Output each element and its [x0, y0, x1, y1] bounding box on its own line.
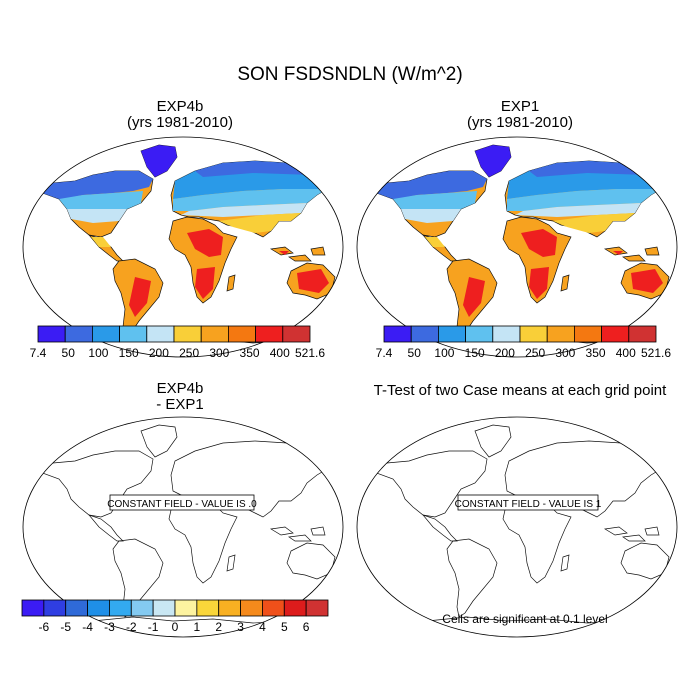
hot-zones	[129, 229, 329, 317]
colorbar-box	[65, 599, 88, 617]
colorbar-tick-label: -5	[60, 620, 71, 634]
colorbar-tick-label: 350	[240, 346, 260, 360]
colorbar-tick-label: 521.6	[641, 346, 671, 360]
colorbar-tick-label: 521.6	[295, 346, 325, 360]
hot-zones	[463, 229, 663, 317]
map-border	[356, 416, 678, 638]
colorbar-tick-label: -2	[126, 620, 137, 634]
panel-1-name: EXP4b	[156, 98, 204, 115]
colorbar-tick-label: -6	[39, 620, 50, 634]
colorbar-tick-label: 250	[179, 346, 199, 360]
colorbar-tick-label: 50	[62, 346, 76, 360]
map-border	[22, 136, 344, 358]
colorbar-box	[262, 599, 285, 617]
colorbar-tick-label: 400	[270, 346, 290, 360]
message-box	[109, 494, 255, 511]
colorbar-tick-label: 350	[586, 346, 606, 360]
map-border	[356, 136, 678, 358]
constant-field-message: CONSTANT FIELD - VALUE IS .0	[107, 499, 257, 510]
colorbar-box	[305, 599, 329, 617]
panel-2-subtitle: (yrs 1981-2010)	[467, 114, 573, 131]
colorbar-tick-label: 100	[434, 346, 454, 360]
colorbar-tick-label: 4	[259, 620, 266, 634]
colorbar-tick-label: 7.4	[376, 346, 393, 360]
colorbar-tick-label: 0	[172, 620, 179, 634]
cold-band	[371, 145, 663, 247]
colorbar-tick-label: 7.4	[30, 346, 47, 360]
panel-2-title: EXP1 (yrs 1981-2010)	[370, 99, 670, 131]
colorbar-box	[87, 599, 110, 617]
colorbar-box	[196, 599, 220, 617]
map-border	[22, 416, 344, 638]
colorbar-tick-label: -1	[148, 620, 159, 634]
colorbar-tick-label: 200	[149, 346, 169, 360]
panel-1-subtitle: (yrs 1981-2010)	[127, 114, 233, 131]
colorbar-tick-label: 6	[303, 620, 310, 634]
colorbar-tick-label: -4	[82, 620, 93, 634]
colorbar-tick-label: 2	[215, 620, 222, 634]
colorbar-box	[218, 599, 241, 617]
panel-4-title: T-Test of two Case means at each grid po…	[373, 382, 667, 399]
figure-title: SON FSDSNDLN (W/m^2)	[237, 64, 463, 85]
colorbar-tick-label: 250	[525, 346, 545, 360]
colorbar-tick-label: 3	[237, 620, 244, 634]
colorbar-tick-label: 150	[119, 346, 139, 360]
colorbar-tick-label: 150	[465, 346, 485, 360]
colorbar-box	[628, 325, 657, 343]
colorbar-box	[21, 599, 45, 617]
panel-3-name: EXP4b	[156, 380, 204, 397]
map-panel-4: CONSTANT FIELD - VALUE IS 1	[356, 416, 678, 638]
map-panel-2	[356, 136, 678, 358]
colorbar-tick-label: 400	[616, 346, 636, 360]
colorbar-tick-label: 5	[281, 620, 288, 634]
significance-note: Cells are significant at 0.1 level	[442, 612, 608, 626]
colorbar-tick-label: -3	[104, 620, 115, 634]
panel-3-subtitle: - EXP1	[156, 396, 204, 413]
colorbar-tick-label: 200	[495, 346, 515, 360]
colorbar-box	[282, 325, 311, 343]
colorbar-tick-label: 50	[408, 346, 422, 360]
message-box	[457, 494, 599, 511]
constant-field-message: CONSTANT FIELD - VALUE IS 1	[455, 499, 602, 510]
map-panel-3: CONSTANT FIELD - VALUE IS .0	[22, 416, 344, 638]
colorbar-box	[43, 599, 67, 617]
colorbar-box	[109, 599, 132, 617]
cold-band	[37, 145, 329, 247]
colorbar-tick-label: 100	[88, 346, 108, 360]
colorbar-tick-label: 300	[555, 346, 575, 360]
colorbar-tick-label: 1	[194, 620, 201, 634]
colorbar-box	[130, 599, 154, 617]
panel-3-title: EXP4b - EXP1	[30, 381, 330, 413]
panel-1-title: EXP4b (yrs 1981-2010)	[30, 99, 330, 131]
colorbar-box	[152, 599, 176, 617]
colorbar-box	[174, 599, 198, 617]
colorbar-box	[240, 599, 263, 617]
colorbar-box	[283, 599, 307, 617]
panel-2-name: EXP1	[500, 98, 540, 115]
colorbar-tick-label: 300	[209, 346, 229, 360]
map-panel-1	[22, 136, 344, 358]
